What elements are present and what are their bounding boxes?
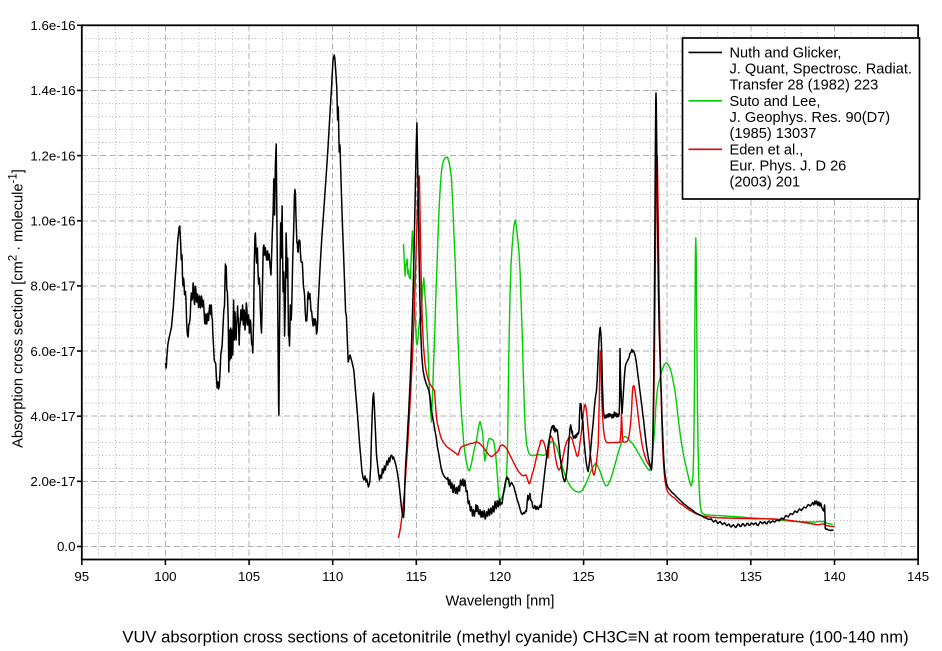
svg-text:1.2e-16: 1.2e-16 bbox=[30, 148, 75, 163]
svg-text:105: 105 bbox=[238, 569, 260, 584]
svg-text:Nuth and Glicker,: Nuth and Glicker, bbox=[730, 45, 842, 61]
svg-text:6.0e-17: 6.0e-17 bbox=[30, 344, 75, 359]
svg-text:Eur. Phys. J. D 26: Eur. Phys. J. D 26 bbox=[730, 158, 847, 174]
svg-text:Absorption cross section [cm2: Absorption cross section [cm2 · molecule… bbox=[8, 169, 27, 448]
svg-text:115: 115 bbox=[406, 569, 427, 584]
svg-text:(1985) 13037: (1985) 13037 bbox=[730, 126, 817, 142]
svg-text:145: 145 bbox=[907, 569, 929, 584]
svg-text:8.0e-17: 8.0e-17 bbox=[30, 279, 75, 294]
svg-text:1.6e-16: 1.6e-16 bbox=[30, 18, 75, 33]
svg-text:125: 125 bbox=[573, 569, 595, 584]
svg-text:Transfer 28 (1982) 223: Transfer 28 (1982) 223 bbox=[730, 78, 879, 94]
svg-text:120: 120 bbox=[489, 569, 511, 584]
svg-text:1.4e-16: 1.4e-16 bbox=[30, 83, 75, 98]
svg-text:VUV absorption cross sections: VUV absorption cross sections of acetoni… bbox=[122, 628, 908, 647]
svg-text:2.0e-17: 2.0e-17 bbox=[30, 474, 75, 489]
svg-text:110: 110 bbox=[322, 569, 343, 584]
svg-text:(2003) 201: (2003) 201 bbox=[730, 175, 801, 191]
svg-text:100: 100 bbox=[154, 569, 176, 584]
svg-text:95: 95 bbox=[74, 569, 89, 584]
svg-text:140: 140 bbox=[823, 569, 845, 584]
svg-text:Eden et al.,: Eden et al., bbox=[730, 142, 804, 158]
svg-text:J. Geophys. Res. 90(D7): J. Geophys. Res. 90(D7) bbox=[730, 110, 891, 126]
svg-text:1.0e-16: 1.0e-16 bbox=[30, 213, 75, 228]
svg-text:Suto and Lee,: Suto and Lee, bbox=[730, 94, 821, 110]
svg-text:135: 135 bbox=[740, 569, 762, 584]
svg-text:0.0: 0.0 bbox=[57, 539, 76, 554]
svg-text:Wavelength [nm]: Wavelength [nm] bbox=[446, 594, 555, 610]
svg-text:4.0e-17: 4.0e-17 bbox=[30, 409, 75, 424]
svg-text:130: 130 bbox=[656, 569, 678, 584]
svg-text:J. Quant, Spectrosc. Radiat.: J. Quant, Spectrosc. Radiat. bbox=[730, 62, 913, 78]
